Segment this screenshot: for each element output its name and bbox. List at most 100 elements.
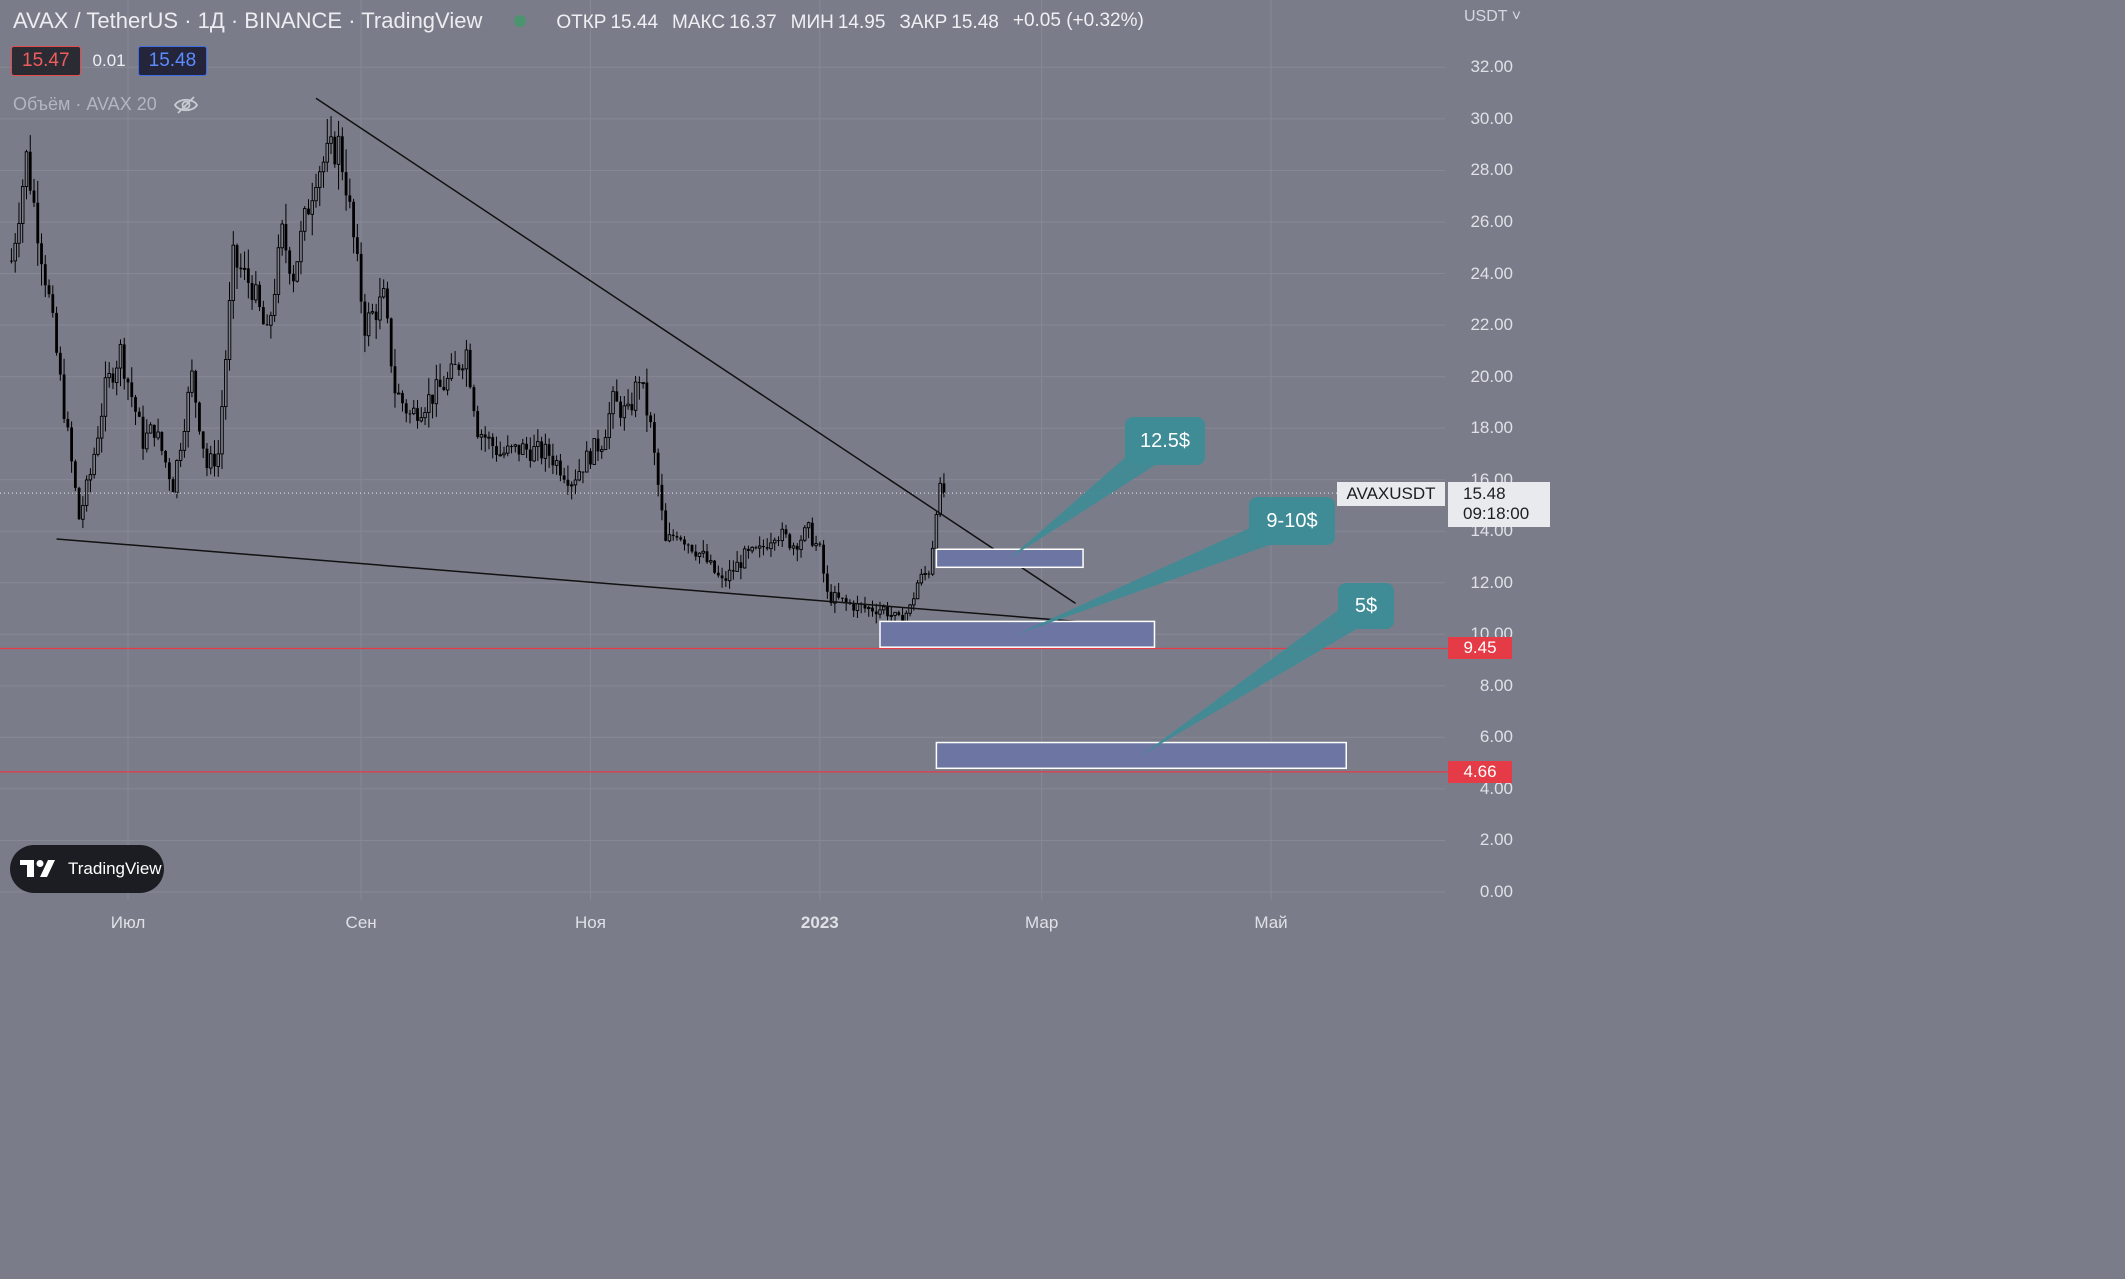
candle-body xyxy=(329,136,333,144)
target-zones xyxy=(879,548,1347,770)
candle-body xyxy=(295,261,299,282)
candle-body xyxy=(664,510,668,541)
candle-body xyxy=(908,604,912,614)
candle-body xyxy=(701,550,706,554)
candle-body xyxy=(107,373,111,379)
tradingview-logo-icon xyxy=(20,860,55,877)
candle-body xyxy=(141,416,145,449)
candle-body xyxy=(412,407,416,415)
ohlc-item: ОТКР 15.44 xyxy=(556,12,658,33)
symbol-title[interactable]: AVAX / TetherUS · 1Д · BINANCE · Trading… xyxy=(13,8,483,33)
ohlc-item: ЗАКР 15.48 xyxy=(899,12,998,33)
price-chart[interactable] xyxy=(0,0,1568,944)
level-price-label: 9.45 xyxy=(1448,637,1512,660)
resistance-trendline xyxy=(315,97,1076,605)
candle-body xyxy=(20,186,25,224)
candle-body xyxy=(43,264,47,286)
candle-body xyxy=(656,452,660,485)
candle-body xyxy=(919,573,924,584)
candle-body xyxy=(637,382,641,384)
candle-body xyxy=(476,411,480,438)
candle-body xyxy=(325,142,330,163)
candle-body xyxy=(171,479,175,493)
candle-body xyxy=(510,446,513,448)
candle-body xyxy=(551,455,555,466)
candle-body xyxy=(36,202,40,244)
candle-body xyxy=(227,300,232,360)
candle-body xyxy=(603,437,608,451)
target-price-callout[interactable]: 12.5$ xyxy=(1125,417,1205,465)
candle-body xyxy=(765,547,769,549)
candle-body xyxy=(198,402,201,432)
candle-body xyxy=(724,578,728,581)
candle-body xyxy=(24,151,29,187)
candle-body xyxy=(713,560,716,573)
candle-body xyxy=(336,135,341,165)
candle-body xyxy=(178,449,183,461)
candle-body xyxy=(547,444,551,456)
ohlc-value: 15.44 xyxy=(610,12,659,33)
candle-body xyxy=(822,544,825,574)
candle-body xyxy=(690,545,694,552)
candle-body xyxy=(750,546,754,552)
candle-body xyxy=(487,436,491,439)
candle-body xyxy=(231,244,236,302)
ohlc-item: МИН 14.95 xyxy=(791,12,886,33)
target-price-callout[interactable]: 5$ xyxy=(1338,583,1394,629)
candle-body xyxy=(468,349,472,388)
candle-body xyxy=(532,446,536,462)
candle-body xyxy=(160,431,164,451)
candle-body xyxy=(190,370,194,393)
candle-body xyxy=(596,438,600,452)
candle-body xyxy=(175,460,179,493)
candle-body xyxy=(201,431,205,449)
candle-body xyxy=(344,172,348,196)
candle-body xyxy=(915,582,920,600)
candle-body xyxy=(103,377,108,417)
currency-selector[interactable]: USDT ˅ xyxy=(1464,8,1521,26)
candle-body xyxy=(886,606,889,617)
candle-body xyxy=(321,161,326,173)
y-tick-label: 32.00 xyxy=(1470,57,1513,77)
candle-body xyxy=(852,603,856,611)
buy-price-button[interactable]: 15.48 xyxy=(137,46,208,76)
candle-body xyxy=(772,539,777,544)
candle-body xyxy=(111,373,115,383)
candle-body xyxy=(517,444,521,455)
candle-body xyxy=(314,186,318,202)
candle-body xyxy=(208,453,213,469)
candle-body xyxy=(938,482,942,516)
candle-body xyxy=(577,471,581,481)
candle-body xyxy=(709,560,713,563)
candle-body xyxy=(423,411,427,419)
candle-body xyxy=(460,368,465,371)
candle-body xyxy=(803,527,807,541)
y-tick-label: 30.00 xyxy=(1470,108,1513,128)
eye-hidden-icon[interactable] xyxy=(173,95,199,115)
tradingview-logo[interactable]: TradingView xyxy=(10,845,164,893)
volume-indicator[interactable]: Объём · AVAX 20 xyxy=(13,94,199,115)
y-tick-label: 4.00 xyxy=(1479,778,1513,798)
target-zone xyxy=(935,548,1084,569)
candle-body xyxy=(863,604,867,609)
candle-body xyxy=(118,343,123,369)
chart-header: AVAX / TetherUS · 1Д · BINANCE · Trading… xyxy=(13,8,1144,34)
candle-body xyxy=(250,282,254,300)
chevron-down-icon: ˅ xyxy=(1511,8,1522,25)
candle-body xyxy=(408,413,412,415)
candle-body xyxy=(348,195,352,202)
candle-body xyxy=(269,314,273,326)
candle-body xyxy=(897,612,901,615)
candle-body xyxy=(272,294,277,316)
candle-body xyxy=(525,443,528,450)
candle-body xyxy=(393,366,397,394)
candle-body xyxy=(84,479,89,506)
target-price-callout[interactable]: 9-10$ xyxy=(1249,497,1335,545)
sell-price-button[interactable]: 15.47 xyxy=(11,46,81,76)
candle-body xyxy=(318,171,322,188)
candle-body xyxy=(205,448,209,469)
currency-label: USDT xyxy=(1464,8,1508,25)
candle-body xyxy=(47,285,51,295)
candle-body xyxy=(333,136,337,165)
candle-body xyxy=(194,371,198,403)
